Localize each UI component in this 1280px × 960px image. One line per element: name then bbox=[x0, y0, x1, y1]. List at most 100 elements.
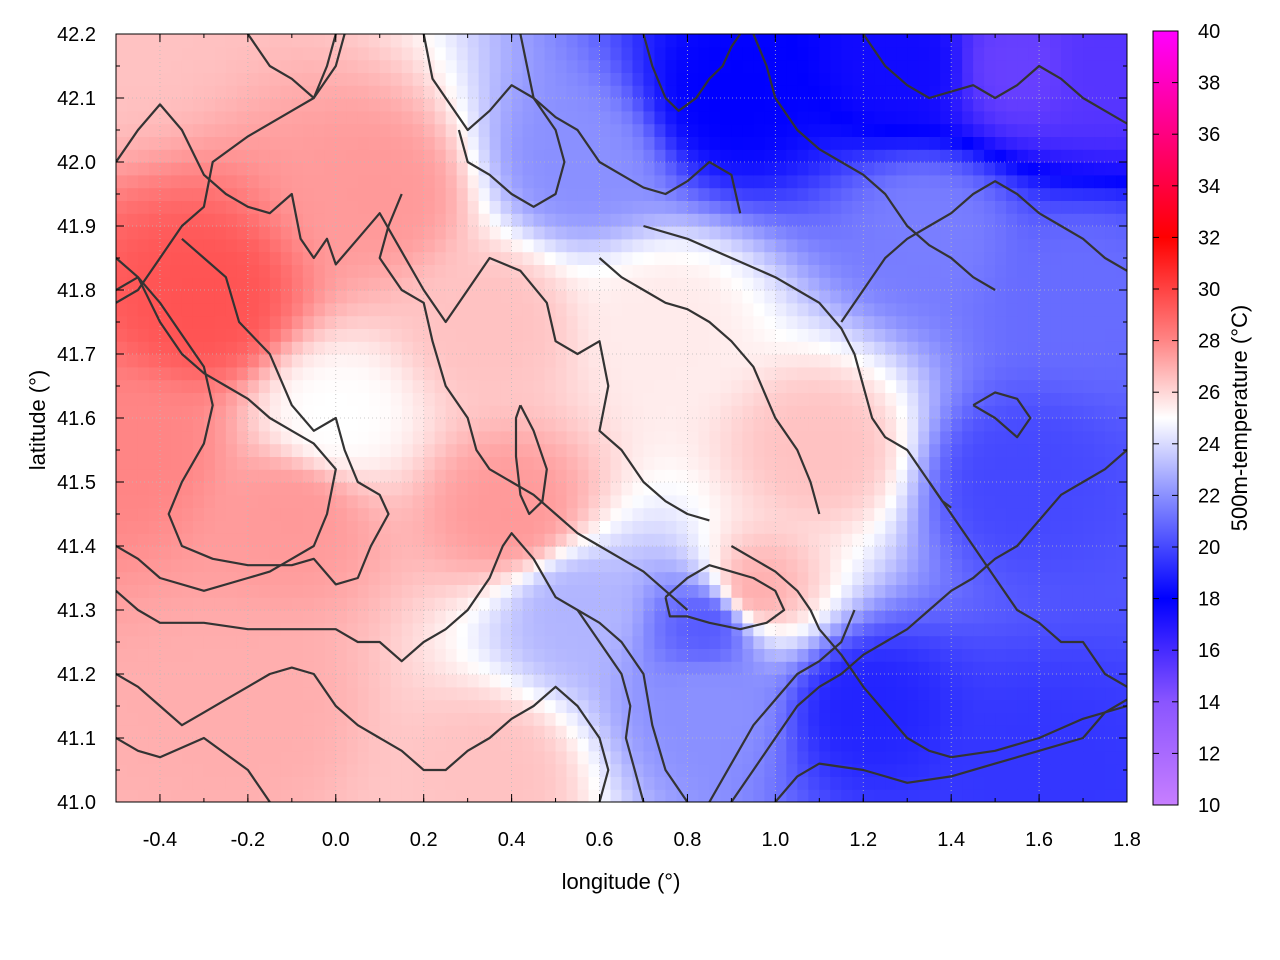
field-cell bbox=[951, 776, 963, 790]
field-cell bbox=[885, 328, 897, 342]
field-cell bbox=[236, 546, 249, 560]
field-cell bbox=[665, 174, 678, 189]
field-cell bbox=[269, 443, 282, 457]
field-cell bbox=[885, 507, 897, 521]
field-cell bbox=[137, 136, 150, 150]
field-cell bbox=[346, 366, 359, 381]
field-cell bbox=[720, 341, 732, 355]
field-cell bbox=[852, 699, 864, 713]
field-cell bbox=[116, 789, 128, 802]
field-cell bbox=[588, 686, 601, 701]
field-cell bbox=[258, 686, 271, 701]
field-cell bbox=[126, 277, 139, 291]
field-cell bbox=[544, 674, 557, 688]
field-cell bbox=[654, 443, 667, 457]
field-cell bbox=[1116, 162, 1127, 176]
field-cell bbox=[588, 699, 601, 713]
field-cell bbox=[566, 469, 579, 483]
field-cell bbox=[995, 226, 1007, 240]
field-cell bbox=[665, 789, 678, 802]
field-cell bbox=[302, 328, 315, 342]
field-cell bbox=[665, 405, 678, 419]
field-cell bbox=[467, 277, 480, 291]
field-cell bbox=[1061, 213, 1073, 227]
field-cell bbox=[808, 763, 820, 777]
field-cell bbox=[709, 187, 721, 201]
field-cell bbox=[555, 584, 568, 598]
field-cell bbox=[555, 456, 568, 470]
field-cell bbox=[940, 738, 952, 752]
field-cell bbox=[1083, 226, 1095, 240]
field-cell bbox=[1072, 699, 1084, 713]
field-cell bbox=[214, 622, 227, 637]
field-cell bbox=[412, 648, 425, 662]
field-cell bbox=[621, 456, 634, 470]
field-cell bbox=[753, 302, 765, 317]
field-cell bbox=[203, 622, 216, 637]
field-cell bbox=[368, 110, 381, 125]
field-cell bbox=[555, 558, 568, 573]
field-cell bbox=[742, 187, 754, 201]
field-cell bbox=[731, 699, 743, 713]
field-cell bbox=[698, 635, 711, 649]
field-cell bbox=[203, 341, 216, 355]
field-cell bbox=[676, 750, 689, 765]
field-cell bbox=[808, 251, 820, 265]
field-cell bbox=[269, 392, 282, 406]
field-cell bbox=[456, 213, 469, 227]
field-cell bbox=[643, 251, 656, 265]
field-cell bbox=[555, 110, 568, 125]
field-cell bbox=[247, 494, 260, 509]
field-cell bbox=[1105, 264, 1117, 278]
field-cell bbox=[742, 482, 754, 496]
field-cell bbox=[500, 366, 513, 381]
field-cell bbox=[1039, 699, 1051, 713]
field-cell bbox=[434, 264, 447, 278]
field-cell bbox=[368, 174, 381, 189]
field-cell bbox=[159, 174, 172, 189]
field-cell bbox=[225, 686, 238, 701]
field-cell bbox=[203, 686, 216, 701]
field-cell bbox=[874, 264, 886, 278]
field-cell bbox=[797, 302, 809, 317]
field-cell bbox=[764, 315, 776, 329]
field-cell bbox=[500, 213, 513, 227]
field-cell bbox=[280, 354, 293, 368]
field-cell bbox=[511, 162, 524, 176]
field-cell bbox=[1083, 469, 1095, 483]
field-cell bbox=[698, 648, 711, 662]
field-cell bbox=[203, 200, 216, 214]
field-cell bbox=[170, 315, 183, 329]
field-cell bbox=[577, 750, 590, 765]
field-cell bbox=[478, 238, 491, 253]
field-cell bbox=[852, 738, 864, 752]
field-cell bbox=[412, 251, 425, 265]
field-cell bbox=[885, 430, 897, 445]
field-cell bbox=[500, 546, 513, 560]
field-cell bbox=[1116, 238, 1127, 253]
field-cell bbox=[313, 98, 326, 112]
field-cell bbox=[885, 136, 897, 150]
field-cell bbox=[907, 302, 919, 317]
field-cell bbox=[1116, 622, 1127, 637]
field-cell bbox=[379, 290, 392, 304]
field-cell bbox=[1050, 174, 1062, 189]
field-cell bbox=[170, 674, 183, 688]
field-cell bbox=[116, 430, 128, 445]
field-cell bbox=[830, 507, 842, 521]
field-cell bbox=[478, 354, 491, 368]
field-cell bbox=[401, 533, 414, 547]
field-cell bbox=[797, 354, 809, 368]
field-cell bbox=[225, 494, 238, 509]
field-cell bbox=[698, 187, 711, 201]
field-cell bbox=[412, 712, 425, 726]
field-cell bbox=[500, 443, 513, 457]
field-cell bbox=[665, 558, 678, 573]
field-cell bbox=[808, 110, 820, 125]
field-cell bbox=[390, 546, 403, 560]
field-cell bbox=[940, 418, 952, 432]
field-cell bbox=[511, 392, 524, 406]
field-cell bbox=[544, 405, 557, 419]
field-cell bbox=[1050, 776, 1062, 790]
field-cell bbox=[247, 674, 260, 688]
